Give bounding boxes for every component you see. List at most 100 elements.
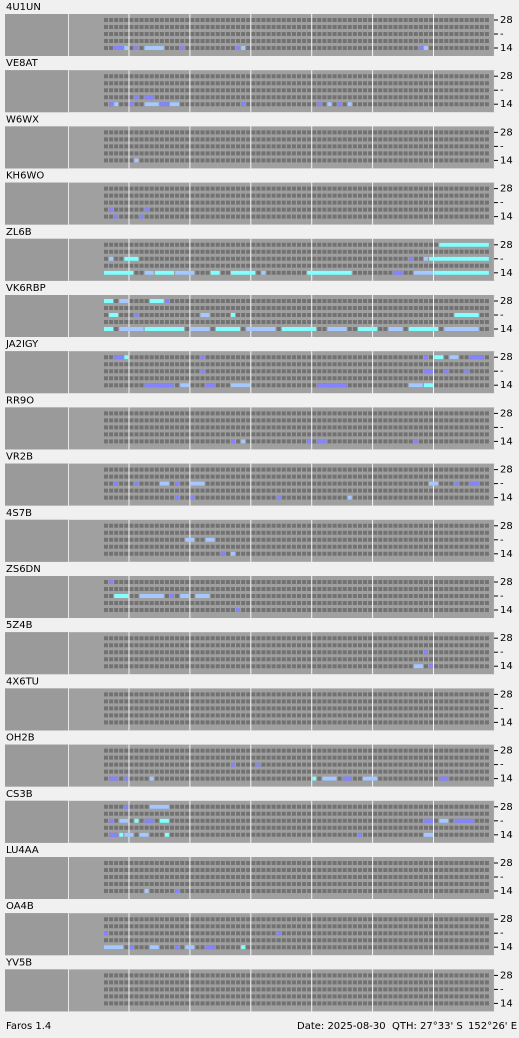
signal	[164, 832, 169, 837]
signal	[159, 481, 169, 486]
signal	[104, 945, 124, 950]
signal	[423, 383, 434, 388]
signal	[230, 762, 235, 767]
signal	[449, 355, 459, 360]
signal	[464, 369, 469, 374]
signal	[347, 102, 352, 107]
signal	[337, 102, 342, 107]
signal	[119, 832, 124, 837]
signal	[408, 256, 413, 261]
signal	[114, 214, 119, 219]
signal	[307, 270, 352, 275]
signal	[408, 327, 439, 331]
signal	[144, 102, 159, 107]
band-label: 28	[500, 858, 513, 869]
signal	[134, 95, 139, 100]
signal	[175, 495, 180, 500]
band-label: 28	[500, 127, 513, 138]
signal	[109, 207, 114, 212]
panel-left	[5, 800, 68, 843]
signal	[215, 327, 241, 331]
signal	[423, 369, 434, 374]
signal	[230, 313, 235, 317]
signal	[119, 327, 144, 331]
signal	[149, 776, 154, 781]
signal	[104, 931, 108, 936]
signal	[439, 818, 449, 823]
signal	[261, 270, 266, 275]
signal	[124, 804, 129, 809]
band-label: 14	[500, 774, 513, 785]
signal	[109, 256, 114, 261]
signal	[164, 299, 169, 303]
station-label: CS3B	[6, 789, 33, 800]
signal	[423, 818, 434, 823]
signal	[144, 46, 164, 50]
signal	[307, 439, 312, 444]
signal	[144, 270, 154, 275]
band-label: 28	[500, 184, 513, 195]
band-label: 28	[500, 521, 513, 532]
signal	[408, 383, 423, 388]
signal	[241, 46, 246, 50]
signal	[363, 776, 378, 781]
station-label: W6WX	[6, 114, 39, 125]
band-label: -	[500, 984, 504, 995]
band-label: 14	[500, 605, 513, 616]
band-label: 28	[500, 577, 513, 588]
panel-left	[5, 463, 68, 506]
band-label: 14	[500, 268, 513, 279]
signal	[139, 594, 164, 598]
signal	[241, 102, 246, 107]
signal	[454, 818, 474, 823]
signal	[134, 481, 139, 486]
signal	[444, 369, 449, 374]
signal	[104, 299, 114, 303]
signal	[129, 945, 134, 950]
signal	[180, 594, 190, 598]
signal	[109, 313, 119, 317]
signal	[210, 270, 220, 275]
signal	[317, 102, 322, 107]
band-label: -	[500, 591, 504, 602]
signal	[434, 355, 444, 360]
band-label: -	[500, 310, 504, 321]
signal	[144, 95, 154, 100]
panel-left	[5, 576, 68, 618]
signal	[124, 832, 134, 837]
band-label: -	[500, 535, 504, 546]
band-label: 28	[500, 970, 513, 981]
band-label: -	[500, 29, 504, 40]
station-label: OH2B	[6, 733, 35, 744]
band-label: 28	[500, 408, 513, 419]
signal	[109, 818, 114, 823]
signal	[200, 355, 205, 360]
band-label: 14	[500, 717, 513, 728]
signal	[205, 383, 215, 388]
signal	[439, 776, 449, 781]
signal	[119, 299, 129, 303]
band-label: -	[500, 760, 504, 771]
band-label: -	[500, 479, 504, 490]
band-label: -	[500, 85, 504, 96]
band-label: 28	[500, 71, 513, 82]
signal	[180, 383, 190, 388]
station-label: VR2B	[6, 452, 33, 463]
signal	[317, 439, 327, 444]
signal	[205, 537, 215, 542]
signal	[434, 270, 489, 275]
station-label: ZS6DN	[6, 564, 41, 575]
qth-lon: 152°26' E	[468, 1021, 517, 1032]
signal	[114, 46, 124, 50]
signal	[144, 327, 185, 331]
signal	[236, 608, 241, 612]
panel-left	[5, 744, 68, 787]
station-label: VE8AT	[6, 58, 39, 69]
station-label: KH6WO	[6, 171, 44, 182]
signal	[149, 804, 169, 809]
signal	[185, 945, 195, 950]
band-label: 28	[500, 689, 513, 700]
band-label: 14	[500, 998, 513, 1009]
signal	[469, 481, 479, 486]
